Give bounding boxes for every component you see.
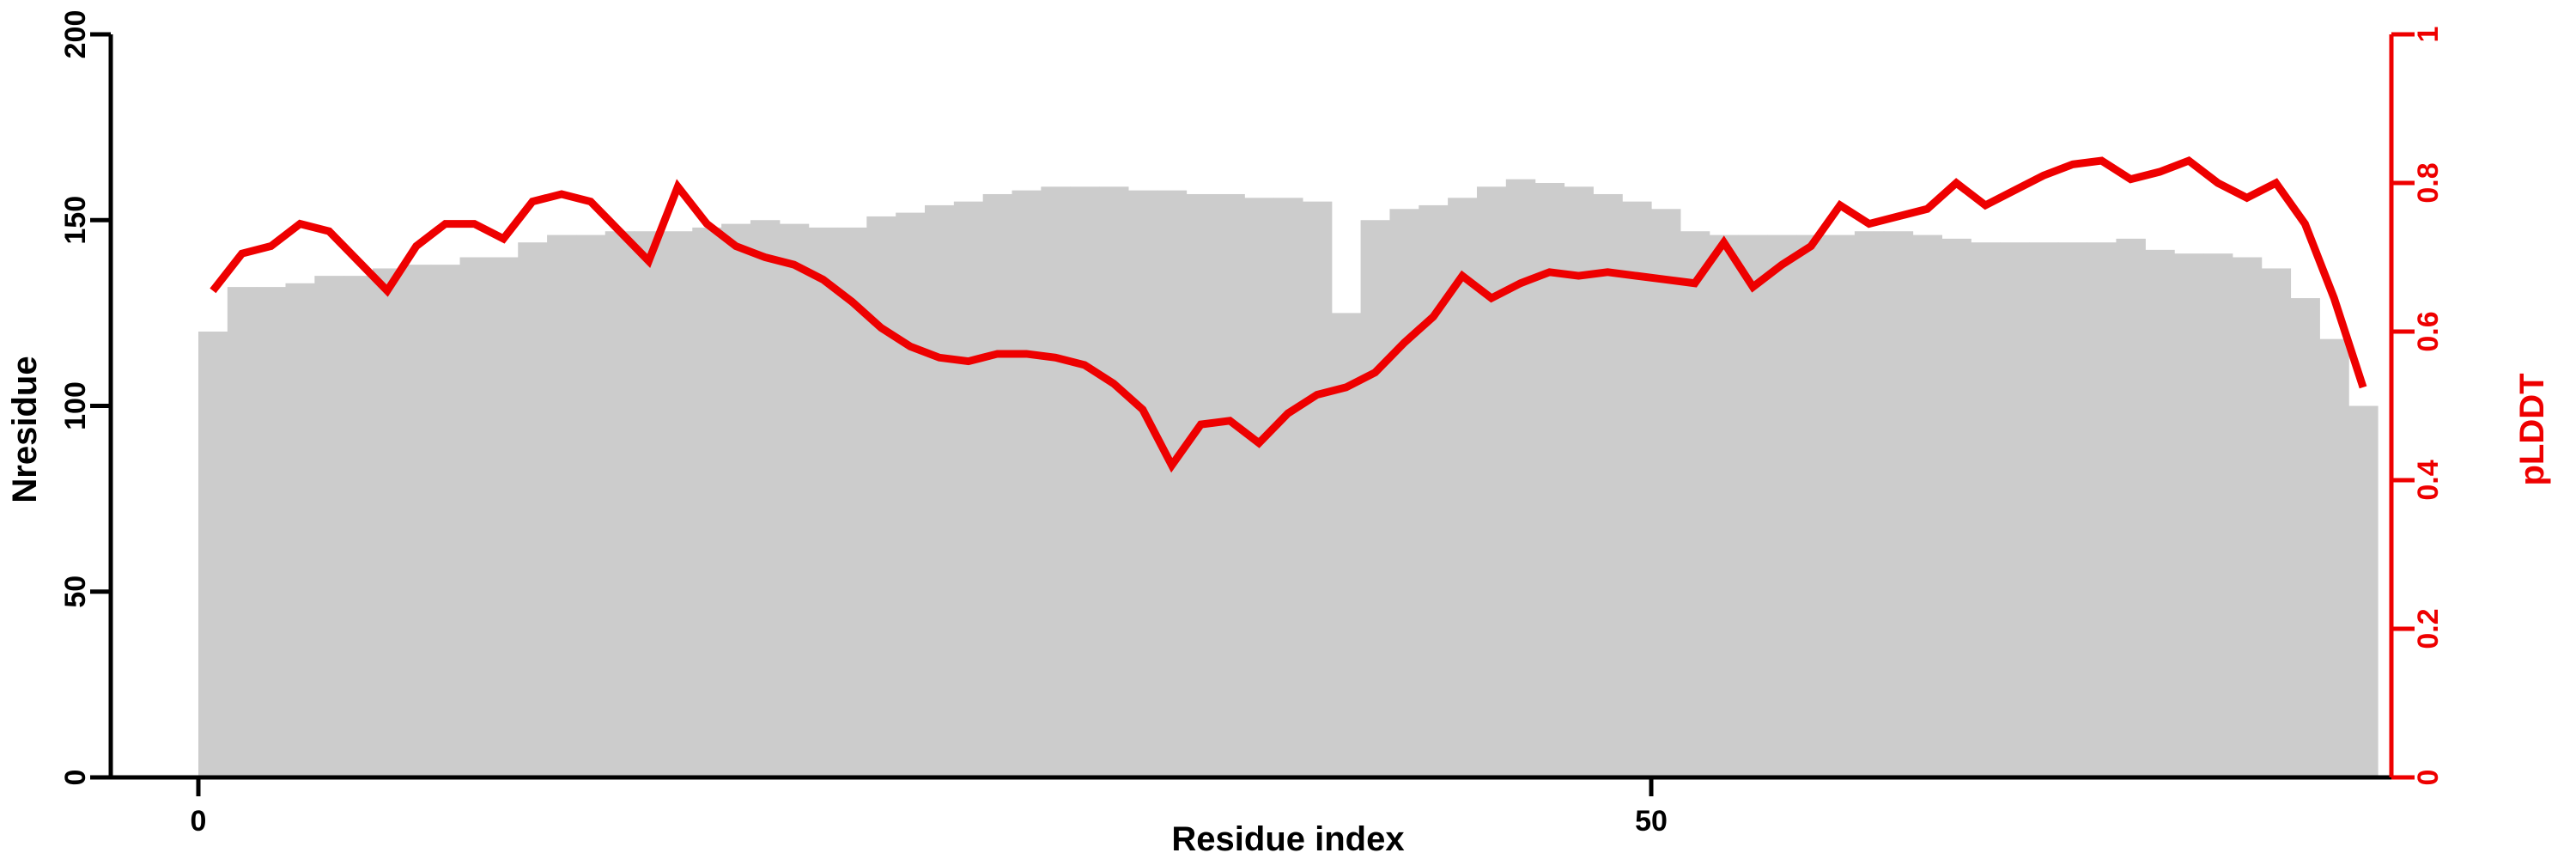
y-axis-right-tick-label: 0.6: [2412, 311, 2445, 351]
bar: [750, 220, 781, 777]
bar: [896, 212, 926, 778]
bar: [721, 223, 751, 778]
bar: [1680, 231, 1710, 778]
bar: [198, 332, 228, 777]
bar: [808, 227, 839, 777]
bar: [1389, 209, 1419, 777]
bar: [1534, 183, 1565, 777]
bar: [779, 223, 810, 778]
bar: [547, 235, 577, 777]
bar: [1767, 235, 1797, 777]
bar: [518, 242, 548, 777]
bar: [982, 193, 1013, 778]
bar: [1709, 235, 1740, 777]
bar: [1041, 186, 1071, 777]
bar: [1912, 235, 1942, 777]
bar: [1186, 193, 1216, 778]
bar: [2145, 249, 2175, 778]
bar: [1971, 242, 2001, 777]
bar: [1244, 198, 1274, 778]
bar: [1099, 186, 1129, 777]
y-axis-left-tick-label: 50: [59, 576, 92, 608]
bar: [459, 257, 489, 777]
y-axis-right-title: pLDDT: [2513, 373, 2551, 485]
bar: [2087, 242, 2117, 777]
bar: [634, 231, 665, 778]
bar: [1360, 220, 1391, 777]
y-axis-left-tick-label: 100: [59, 381, 92, 430]
line-series-plddt: [210, 155, 2367, 473]
bar: [1826, 235, 1856, 777]
bar: [1419, 204, 1449, 777]
bar: [1738, 235, 1768, 777]
bar: [227, 287, 258, 778]
x-axis-title: Residue index: [1171, 820, 1404, 858]
bar: [663, 231, 693, 778]
y-axis-left-tick-label: 0: [59, 770, 92, 786]
bar: [1070, 186, 1100, 777]
bar: [343, 276, 374, 778]
bar: [1883, 231, 1914, 778]
x-axis: 0 50: [111, 775, 2391, 838]
bar: [2261, 268, 2292, 778]
y-axis-right-tick-label: 1: [2412, 27, 2445, 43]
bar: [2232, 257, 2263, 777]
bar: [1651, 209, 1681, 777]
bar: [1127, 190, 1158, 777]
plddt-polyline: [210, 155, 2367, 473]
bar: [866, 216, 896, 778]
y-axis-right-tick-label: 0.2: [2412, 608, 2445, 649]
bar: [285, 283, 315, 777]
bar: [1157, 190, 1188, 777]
bar: [1476, 186, 1507, 777]
bar: [1302, 201, 1333, 778]
bar: [2174, 253, 2204, 777]
bar: [1215, 193, 1245, 778]
bar: [2348, 405, 2379, 777]
y-axis-left-tick-label: 200: [59, 10, 92, 59]
y-axis-left-title: Nresidue: [6, 356, 44, 503]
bar: [2028, 242, 2059, 777]
bar: [1505, 179, 1536, 778]
bar: [2202, 253, 2233, 777]
bar: [925, 204, 955, 777]
bar: [1622, 201, 1652, 778]
bar: [1941, 238, 1971, 778]
bar: [2319, 338, 2349, 777]
bar: [837, 227, 867, 777]
y-axis-right: 0 0.2 0.4 0.6 0.8 1: [2389, 27, 2445, 786]
x-axis-tick-label: 0: [191, 805, 207, 838]
y-axis-left: 0 50 100 150 200: [59, 10, 113, 786]
y-axis-right-tick-label: 0.8: [2412, 162, 2445, 203]
bar: [373, 268, 403, 778]
bar-series-nresidue: [198, 179, 2379, 778]
y-axis-right-tick-label: 0: [2412, 770, 2445, 786]
bar: [2000, 242, 2030, 777]
bar: [953, 201, 984, 778]
bar: [2290, 298, 2320, 777]
bar: [489, 257, 519, 777]
bar: [1564, 186, 1594, 777]
bar: [1854, 231, 1885, 778]
y-axis-right-tick-label: 0.4: [2412, 460, 2445, 500]
bar: [430, 265, 461, 777]
bar: [1593, 193, 1623, 778]
bar: [314, 276, 344, 778]
x-axis-tick-label: 50: [1635, 805, 1668, 838]
bar: [256, 287, 287, 778]
bar: [605, 231, 635, 778]
bar: [692, 227, 722, 777]
bar: [1796, 235, 1826, 777]
bar: [401, 265, 432, 777]
bar: [1273, 198, 1303, 778]
y-axis-left-tick-label: 150: [59, 196, 92, 245]
bar: [1012, 190, 1042, 777]
bar: [2057, 242, 2088, 777]
bar: [2116, 238, 2146, 778]
bar: [575, 235, 606, 777]
